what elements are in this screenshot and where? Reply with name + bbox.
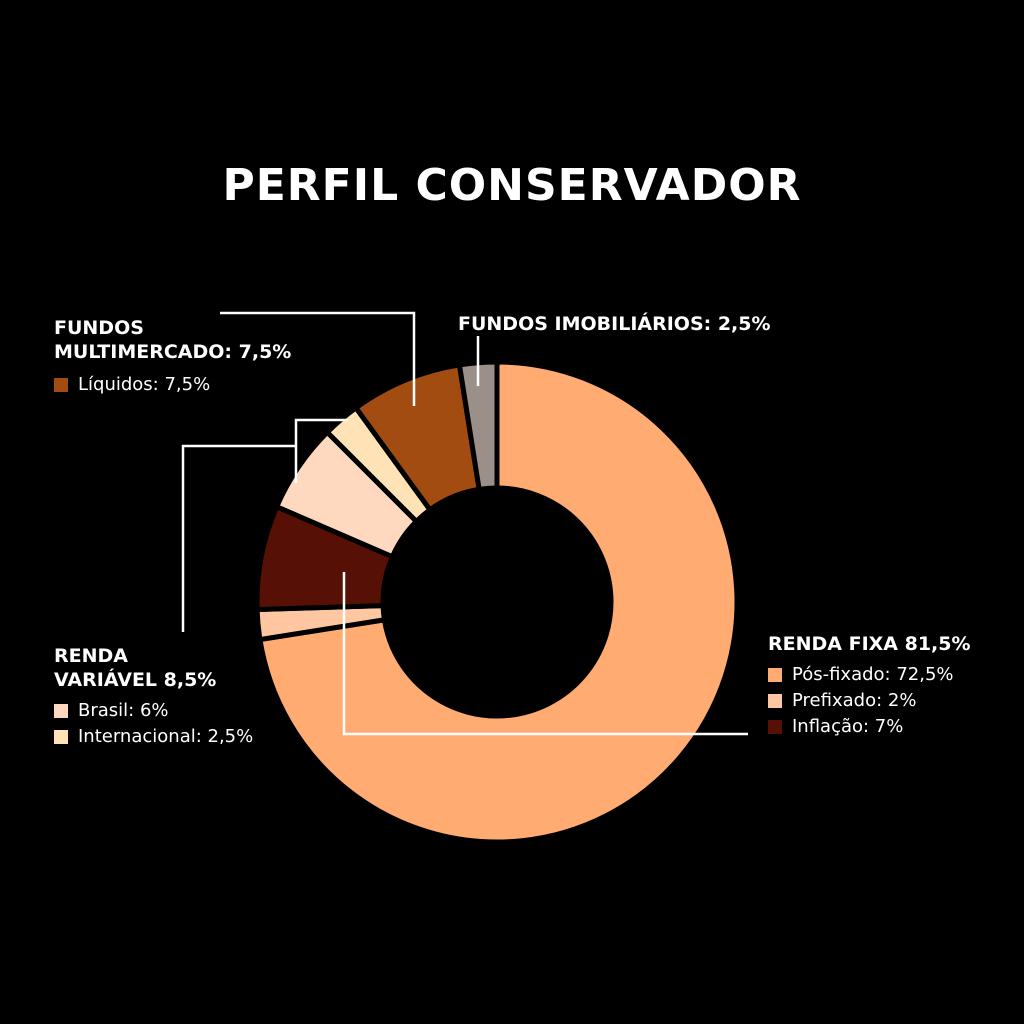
group-title-line: RENDA [54, 645, 128, 667]
leader-line-internacional [294, 418, 348, 483]
legend-group-variavel: RENDA VARIÁVEL 8,5% Brasil: 6% Internacio… [54, 644, 253, 750]
donut-slice-fundos-imobiliarios [456, 359, 500, 493]
legend-item: Brasil: 6% [54, 698, 253, 724]
legend-swatch [54, 378, 68, 392]
leader-lines [181, 311, 748, 736]
legend-label: Pós-fixado: 72,5% [792, 664, 954, 685]
legend-label: Prefixado: 2% [792, 690, 917, 711]
legend-item: Pós-fixado: 72,5% [768, 662, 971, 688]
group-title-imobiliarios: FUNDOS IMOBILIÁRIOS: 2,5% [458, 313, 771, 335]
legend-label: Brasil: 6% [78, 700, 169, 721]
legend-swatch [54, 704, 68, 718]
legend-swatch [768, 668, 782, 682]
leader-line-multimercado [220, 311, 416, 406]
group-title-fixa: RENDA FIXA 81,5% [768, 633, 971, 655]
legend-group-multimercado: FUNDOS MULTIMERCADO: 7,5% Líquidos: 7,5% [54, 316, 291, 398]
legend-swatch [768, 694, 782, 708]
group-title-line: VARIÁVEL 8,5% [54, 669, 217, 691]
group-title-multimercado: FUNDOS MULTIMERCADO: 7,5% [54, 316, 291, 364]
legend-group-imobiliarios: FUNDOS IMOBILIÁRIOS: 2,5% [458, 312, 771, 336]
donut-slice-pos-fixado [257, 359, 740, 845]
leader-line-variavel [181, 444, 296, 632]
chart-title: PERFIL CONSERVADOR [222, 160, 802, 211]
legend-item: Líquidos: 7,5% [54, 372, 291, 398]
donut-slices [254, 359, 740, 845]
legend-item: Inflação: 7% [768, 714, 971, 740]
legend-group-fixa: RENDA FIXA 81,5% Pós-fixado: 72,5% Prefix… [768, 632, 971, 740]
group-title-line: FUNDOS [54, 317, 144, 339]
legend-item: Prefixado: 2% [768, 688, 971, 714]
legend-item: Internacional: 2,5% [54, 724, 253, 750]
group-title-line: MULTIMERCADO: 7,5% [54, 341, 292, 363]
legend-label: Internacional: 2,5% [78, 726, 254, 747]
legend-label: Líquidos: 7,5% [78, 374, 211, 395]
leader-line-fixa [342, 572, 748, 736]
legend-swatch [768, 720, 782, 734]
legend-swatch [54, 730, 68, 744]
group-title-variavel: RENDA VARIÁVEL 8,5% [54, 644, 253, 692]
legend-label: Inflação: 7% [792, 716, 904, 737]
